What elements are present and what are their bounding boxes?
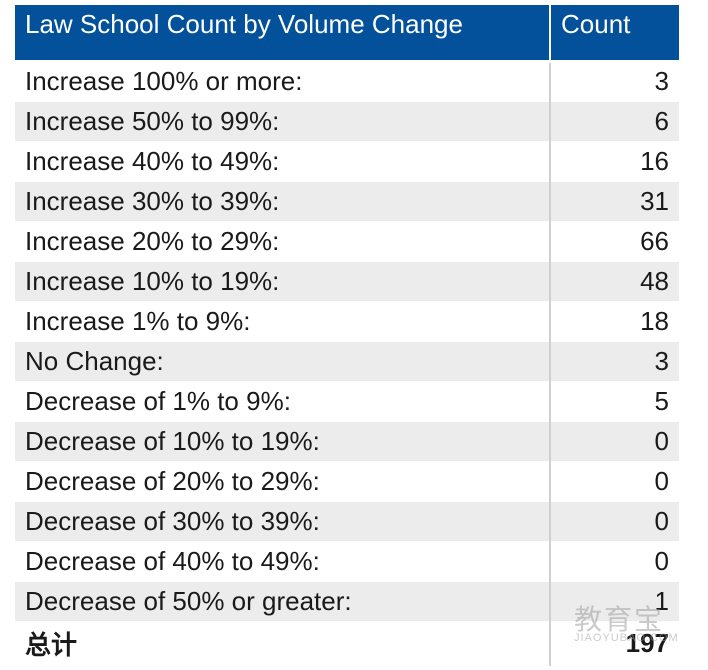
row-count: 5 <box>549 381 679 422</box>
row-label: Increase 100% or more: <box>15 61 550 102</box>
table-row: Increase 100% or more: 3 <box>15 61 679 102</box>
total-count: 197 <box>549 620 679 666</box>
table-row: Increase 40% to 49%: 16 <box>15 141 679 182</box>
row-count: 31 <box>549 181 679 222</box>
table-row: Increase 1% to 9%: 18 <box>15 301 679 342</box>
table-row: Decrease of 50% or greater: 1 <box>15 581 679 622</box>
row-count: 0 <box>549 421 679 462</box>
table-row: Decrease of 40% to 49%: 0 <box>15 541 679 582</box>
row-count: 3 <box>549 61 679 102</box>
row-label: Decrease of 1% to 9%: <box>15 381 550 422</box>
table-row: No Change: 3 <box>15 341 679 382</box>
volume-change-table: Law School Count by Volume Change Count … <box>15 5 679 666</box>
header-label-column: Law School Count by Volume Change <box>15 5 550 63</box>
row-label: Decrease of 10% to 19%: <box>15 421 550 462</box>
row-label: Increase 10% to 19%: <box>15 261 550 302</box>
table-row: Increase 10% to 19%: 48 <box>15 261 679 302</box>
row-label: Increase 50% to 99%: <box>15 101 550 142</box>
row-label: Decrease of 20% to 29%: <box>15 461 550 502</box>
row-label: Decrease of 40% to 49%: <box>15 541 550 582</box>
row-count: 0 <box>549 501 679 542</box>
row-label: Increase 40% to 49%: <box>15 141 550 182</box>
header-count-column: Count <box>549 5 679 63</box>
row-label: Decrease of 50% or greater: <box>15 581 550 622</box>
table-body: Increase 100% or more: 3 Increase 50% to 9… <box>15 61 679 666</box>
data-table-container: Law School Count by Volume Change Count … <box>15 5 679 666</box>
row-count: 66 <box>549 221 679 262</box>
table-row: Decrease of 20% to 29%: 0 <box>15 461 679 502</box>
row-count: 0 <box>549 541 679 582</box>
row-label: Decrease of 30% to 39%: <box>15 501 550 542</box>
total-row: 总计 197 <box>15 620 679 666</box>
table-row: Decrease of 10% to 19%: 0 <box>15 421 679 462</box>
row-label: No Change: <box>15 341 550 382</box>
table-header-row: Law School Count by Volume Change Count <box>15 5 679 63</box>
row-count: 48 <box>549 261 679 302</box>
table-row: Increase 30% to 39%: 31 <box>15 181 679 222</box>
row-label: Increase 30% to 39%: <box>15 181 550 222</box>
row-label: Increase 20% to 29%: <box>15 221 550 262</box>
table-row: Decrease of 30% to 39%: 0 <box>15 501 679 542</box>
row-count: 0 <box>549 461 679 502</box>
total-label: 总计 <box>15 620 550 666</box>
row-count: 1 <box>549 581 679 622</box>
table-row: Decrease of 1% to 9%: 5 <box>15 381 679 422</box>
row-count: 16 <box>549 141 679 182</box>
row-count: 6 <box>549 101 679 142</box>
table-row: Increase 50% to 99%: 6 <box>15 101 679 142</box>
row-label: Increase 1% to 9%: <box>15 301 550 342</box>
row-count: 18 <box>549 301 679 342</box>
table-row: Increase 20% to 29%: 66 <box>15 221 679 262</box>
row-count: 3 <box>549 341 679 382</box>
